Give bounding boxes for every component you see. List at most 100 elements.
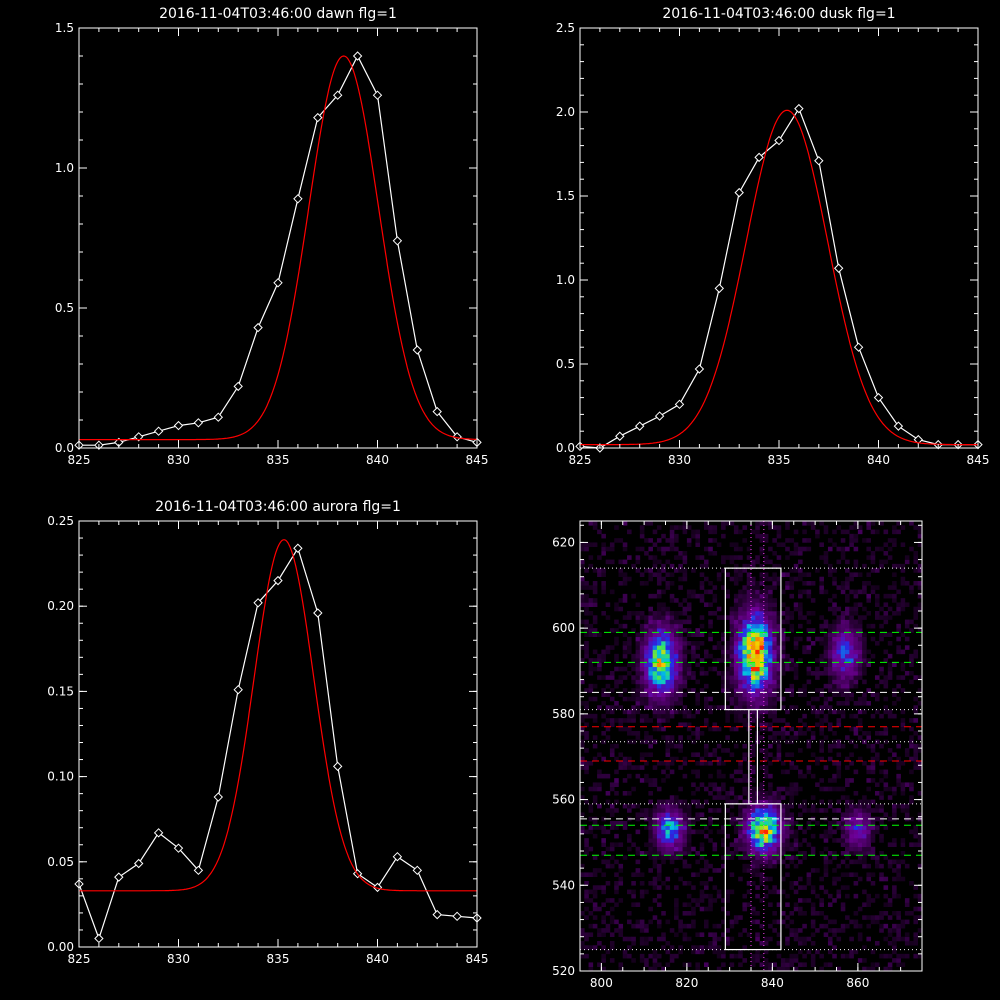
data-point — [253, 598, 263, 608]
x-tick-label: 835 — [768, 453, 791, 467]
data-point — [332, 90, 343, 100]
x-tick-label: 820 — [675, 976, 698, 990]
chart-panel-1: 825 830 835 840 845 0.0 0.5 1.0 1.5 2016-11-04T03… — [55, 6, 489, 467]
data-point — [412, 345, 423, 355]
data-point — [452, 911, 462, 922]
chart-title: 2016-11-04T03:46:00 dawn flg=1 — [159, 6, 397, 22]
fit-curve — [79, 539, 477, 892]
y-tick-label: 580 — [552, 707, 575, 721]
x-tick-label: 845 — [466, 952, 489, 966]
data-point — [714, 283, 725, 294]
fit-curve — [580, 109, 978, 446]
plot-frame — [579, 27, 979, 449]
chart-panel-4: 800 820 840 860 520 540 560 580 600 620 — [552, 520, 923, 990]
y-tick-label: 0.0 — [55, 441, 74, 455]
data-line — [579, 107, 978, 449]
data-point — [173, 420, 184, 431]
x-tick-label: 840 — [867, 453, 890, 467]
x-tick-label: 830 — [167, 453, 190, 467]
y-tick-label: 540 — [552, 878, 575, 892]
data-point — [372, 90, 383, 100]
y-tick-label: 520 — [552, 964, 575, 978]
data-point — [352, 51, 363, 61]
y-tick-label: 0.05 — [47, 855, 74, 869]
x-tick-label: 860 — [846, 976, 869, 990]
data-point — [452, 432, 462, 442]
y-tick-label: 1.5 — [556, 189, 575, 203]
y-tick-label: 560 — [552, 793, 575, 807]
y-tick-label: 1.0 — [556, 273, 575, 287]
x-tick-label: 845 — [967, 453, 990, 467]
chart-panel-3: 825 830 835 840 845 0.00 0.05 0.10 0.15 0.20 0.25 2… — [47, 499, 488, 966]
data-point — [814, 156, 824, 166]
data-point — [694, 364, 705, 374]
data-point — [273, 575, 283, 586]
y-tick-label: 0.5 — [556, 357, 575, 371]
data-point — [193, 418, 204, 428]
x-tick-label: 840 — [761, 976, 784, 990]
x-tick-label: 830 — [167, 952, 190, 966]
chart-title: 2016-11-04T03:46:00 dusk flg=1 — [662, 6, 895, 22]
data-point — [293, 194, 303, 204]
data-point — [372, 882, 383, 893]
x-tick-label: 830 — [668, 453, 691, 467]
data-point — [615, 431, 625, 441]
x-tick-label: 825 — [68, 952, 91, 966]
x-tick-label: 825 — [68, 453, 91, 467]
region-box-3 — [748, 708, 759, 805]
data-point — [133, 432, 144, 442]
y-tick-label: 620 — [552, 535, 575, 549]
data-point — [153, 828, 164, 838]
data-point — [213, 412, 224, 422]
chart-panel-2: 825 830 835 840 845 0.0 0.5 1.0 1.5 2.0 2.5 2016-11… — [556, 6, 990, 467]
data-point — [654, 411, 665, 421]
data-point — [774, 135, 784, 146]
plot-frame — [78, 27, 478, 449]
data-point — [173, 843, 184, 853]
y-tick-label: 2.0 — [556, 105, 575, 119]
data-point — [193, 865, 204, 876]
x-tick-label: 840 — [366, 952, 389, 966]
x-tick-label: 835 — [267, 453, 290, 467]
data-point — [153, 426, 164, 436]
x-tick-label: 825 — [569, 453, 592, 467]
y-tick-label: 0.0 — [556, 441, 575, 455]
data-point — [392, 851, 403, 862]
data-point — [913, 434, 924, 445]
data-point — [233, 684, 243, 695]
data-point — [853, 342, 864, 352]
data-line — [79, 54, 478, 446]
x-tick-label: 800 — [590, 976, 613, 990]
data-line — [78, 546, 478, 941]
data-point — [873, 392, 884, 403]
y-tick-label: 1.5 — [55, 21, 74, 35]
data-point — [253, 322, 263, 333]
data-point — [893, 421, 904, 431]
y-tick-label: 0.15 — [47, 684, 74, 698]
x-tick-label: 845 — [466, 453, 489, 467]
x-tick-label: 840 — [366, 453, 389, 467]
fit-curve — [79, 55, 477, 441]
data-point — [794, 103, 804, 114]
data-point — [233, 381, 243, 392]
y-tick-label: 600 — [552, 621, 575, 635]
y-tick-label: 0.20 — [47, 599, 74, 613]
data-point — [412, 865, 423, 876]
data-point — [674, 399, 685, 410]
y-tick-label: 0.25 — [47, 514, 74, 528]
data-point — [133, 858, 144, 869]
y-tick-label: 1.0 — [55, 161, 74, 175]
data-point — [313, 608, 323, 618]
data-point — [293, 543, 303, 553]
data-point — [734, 187, 744, 198]
x-tick-label: 835 — [267, 952, 290, 966]
data-point — [114, 872, 124, 882]
y-tick-label: 2.5 — [556, 21, 575, 35]
data-point — [332, 761, 343, 772]
data-point — [432, 909, 442, 920]
data-point — [392, 236, 403, 246]
chart-title: 2016-11-04T03:46:00 aurora flg=1 — [155, 499, 401, 515]
data-point — [213, 792, 224, 802]
data-point — [754, 152, 764, 163]
